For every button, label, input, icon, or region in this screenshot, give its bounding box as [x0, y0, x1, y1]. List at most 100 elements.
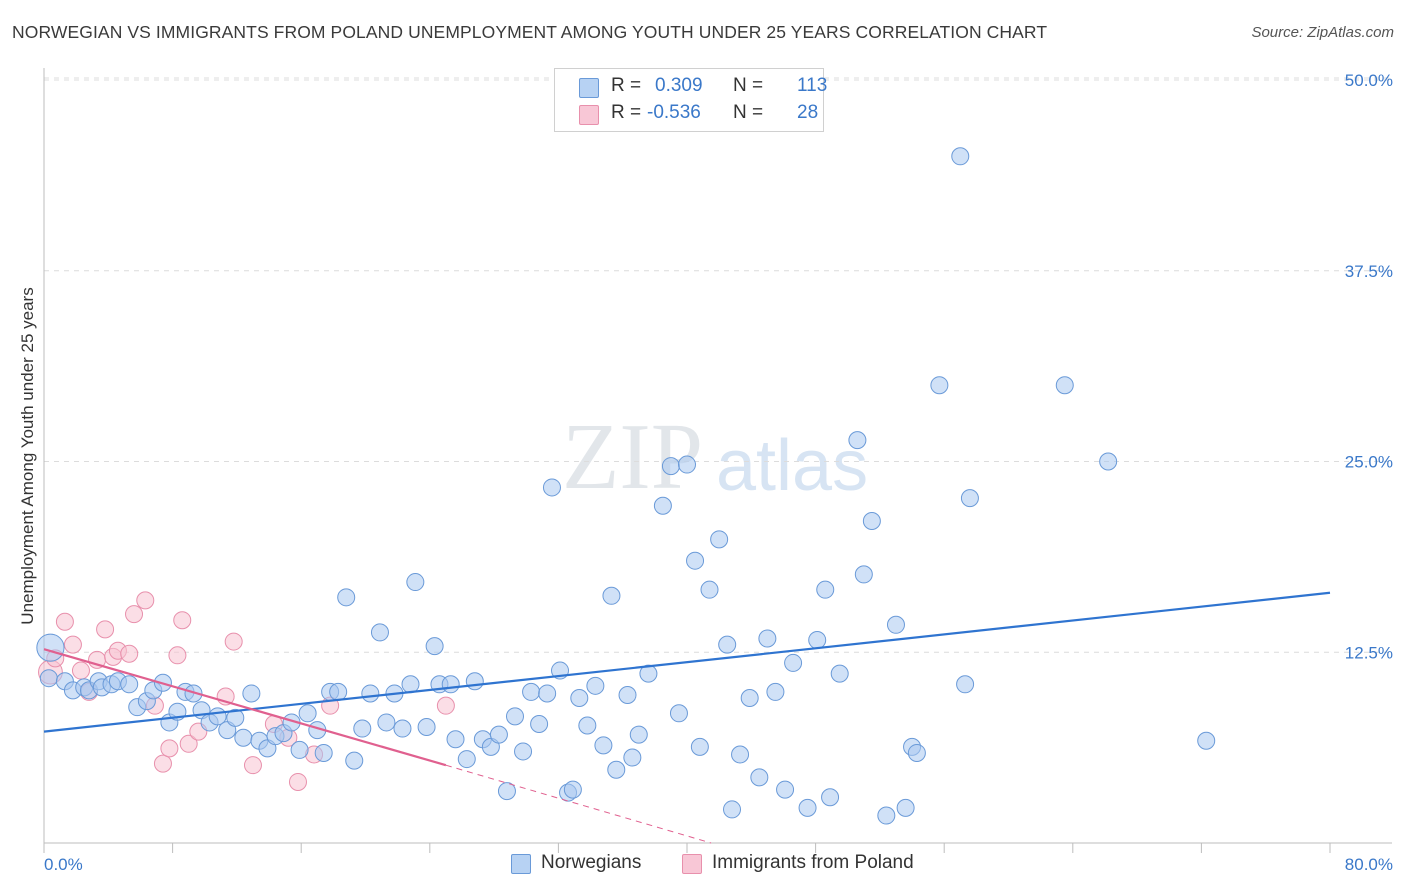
legend-n-value: 28 — [797, 102, 819, 123]
y-tick-label: 37.5% — [1345, 262, 1393, 281]
norwegian-point — [848, 431, 867, 450]
x-tick-label-max: 80.0% — [1345, 855, 1393, 874]
poland-point — [63, 635, 82, 654]
norwegian-point — [731, 745, 750, 764]
norwegian-point — [686, 551, 705, 570]
norwegian-point — [930, 376, 949, 395]
poland-trend-extension — [445, 764, 712, 844]
norwegian-point — [653, 496, 672, 515]
norwegian-point — [784, 653, 803, 672]
source-label: Source: ZipAtlas.com — [1251, 24, 1394, 41]
poland-point — [136, 591, 155, 610]
norwegian-point — [370, 623, 389, 642]
norwegian-point — [446, 730, 465, 749]
poland-point — [288, 772, 307, 791]
norwegian-point — [821, 788, 840, 807]
norwegian-point — [522, 682, 541, 701]
correlation-legend: R = 0.309 N = 113 R = -0.536 N = 28 — [554, 68, 828, 132]
norwegian-point — [417, 718, 436, 737]
norwegian-point — [951, 147, 970, 166]
norwegian-point — [723, 800, 742, 819]
legend-r-value: -0.536 — [647, 102, 701, 123]
y-axis-label: Unemployment Among Youth under 25 years — [18, 287, 37, 625]
norwegian-point — [514, 742, 533, 761]
norwegian-point — [639, 664, 658, 683]
norwegian-point — [854, 565, 873, 584]
norwegian-point — [234, 728, 253, 747]
norwegian-point — [337, 588, 356, 607]
norwegian-point — [886, 615, 905, 634]
norwegian-point — [808, 631, 827, 650]
norwegian-point — [497, 782, 516, 801]
x-tick-label-min: 0.0% — [44, 855, 83, 874]
poland-trend-line — [43, 648, 447, 767]
tick-labels: 12.5% 25.0% 37.5% 50.0% 0.0% 80.0% — [44, 71, 1393, 874]
bottom-legend-label-poland: Immigrants from Poland — [712, 852, 914, 873]
norwegian-point — [290, 740, 309, 759]
norwegian-point — [896, 798, 915, 817]
norwegian-point — [530, 714, 549, 733]
legend-r-value: 0.309 — [655, 75, 703, 96]
norwegian-point — [862, 512, 881, 531]
norwegian-point — [586, 676, 605, 695]
norwegian-point — [740, 689, 759, 708]
norwegian-point — [623, 748, 642, 767]
poland-point — [160, 739, 179, 758]
norwegian-point — [563, 780, 582, 799]
y-tick-label: 50.0% — [1345, 71, 1393, 90]
norwegian-point — [39, 669, 58, 688]
norwegian-point — [629, 725, 648, 744]
norwegian-point — [425, 637, 444, 656]
norwegian-point — [956, 675, 975, 694]
norwegian-point — [542, 478, 561, 497]
poland-point — [96, 620, 115, 639]
norwegian-point — [618, 685, 637, 704]
norwegian-point — [798, 798, 817, 817]
watermark-atlas: atlas — [716, 426, 868, 506]
norwegian-point — [505, 707, 524, 726]
legend-swatch-poland — [579, 105, 599, 125]
norwegian-point — [406, 573, 425, 592]
legend-n-label: N = — [733, 75, 764, 96]
chart-title: NORWEGIAN VS IMMIGRANTS FROM POLAND UNEM… — [12, 22, 1048, 42]
norwegian-point — [594, 736, 613, 755]
y-tick-label: 25.0% — [1345, 453, 1393, 472]
poland-point — [173, 611, 192, 630]
norwegian-point — [710, 530, 729, 549]
norwegian-point — [602, 586, 621, 605]
poland-point — [71, 661, 90, 680]
legend-n-value: 113 — [797, 75, 828, 96]
poland-point — [243, 756, 262, 775]
norwegian-point — [353, 719, 372, 738]
norwegian-point — [441, 675, 460, 694]
legend-swatch-norwegians — [579, 78, 599, 98]
norwegian-point — [750, 768, 769, 787]
norwegian-point — [457, 750, 476, 769]
poland-point — [224, 632, 243, 651]
norwegian-point — [489, 725, 508, 744]
norwegian-point — [226, 708, 245, 727]
poland-point — [179, 734, 198, 753]
zipatlas-watermark: ZIP atlas — [562, 405, 868, 509]
norwegian-point — [1197, 731, 1216, 750]
norwegian-point — [678, 455, 696, 474]
legend-r-label: R = — [611, 102, 642, 123]
norwegian-point — [758, 629, 777, 648]
norwegian-point — [345, 751, 364, 770]
poland-point — [168, 646, 187, 665]
norwegian-point — [393, 719, 412, 738]
norwegian-point — [314, 743, 333, 762]
poland-point — [55, 612, 74, 631]
norwegian-point — [36, 633, 65, 662]
y-tick-label: 12.5% — [1345, 643, 1393, 662]
norwegian-point — [907, 743, 926, 762]
norwegian-point — [877, 806, 896, 825]
trend-lines — [43, 591, 1331, 844]
norwegian-point — [242, 684, 261, 703]
norwegian-points — [36, 147, 1216, 825]
bottom-legend-swatch-poland — [682, 854, 702, 874]
norwegian-point — [538, 684, 557, 703]
axes — [43, 68, 1392, 853]
poland-point — [153, 754, 172, 773]
